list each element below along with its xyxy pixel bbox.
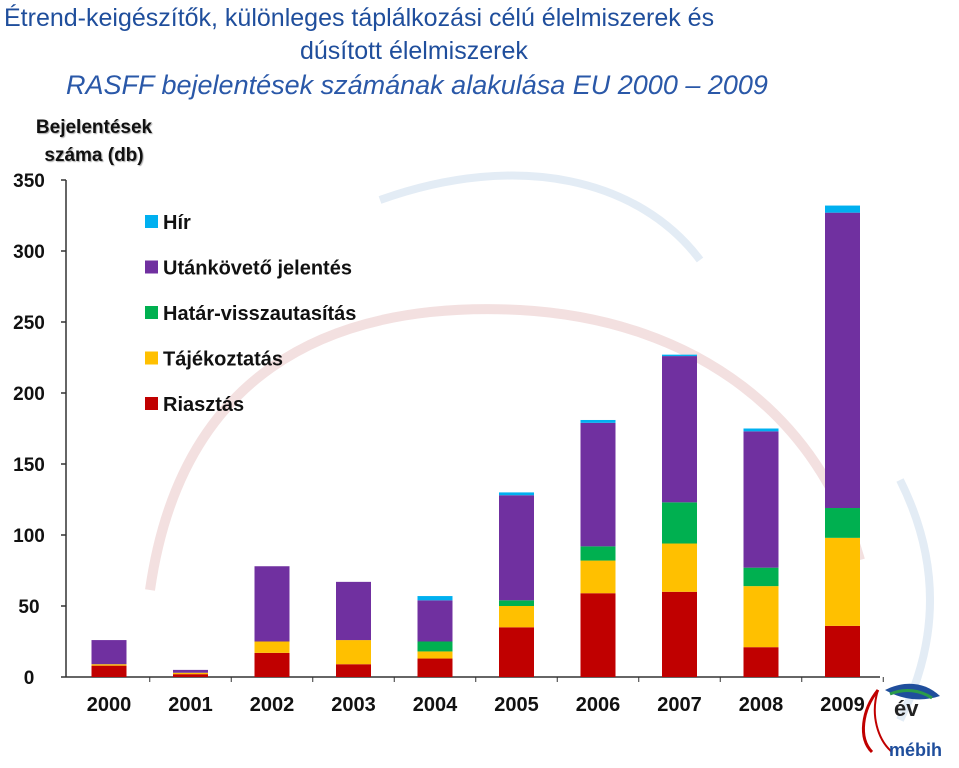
- bar-segment-ut-nk-vet-jelent-s-2005: [499, 495, 534, 601]
- bar-segment-riaszt-s-2000: [91, 665, 127, 677]
- bar-segment-hat-r-visszautas-t-s-2004: [417, 641, 453, 652]
- bar-segment-hat-r-visszautas-t-s-2009: [825, 508, 860, 538]
- logo-mebih-text: mébih: [889, 740, 943, 760]
- bar-segment-h-r-2009: [825, 205, 860, 213]
- bar-segment-ut-nk-vet-jelent-s-2002: [254, 566, 290, 642]
- bar-segment-hat-r-visszautas-t-s-2005: [499, 600, 534, 606]
- x-tick-label-2008: 2008: [739, 694, 784, 716]
- y-tick-label: 200: [13, 384, 45, 405]
- bar-segment-ut-nk-vet-jelent-s-2000: [91, 640, 127, 665]
- bar-segment-h-r-2004: [417, 596, 453, 601]
- bar-segment-ut-nk-vet-jelent-s-2009: [825, 212, 860, 509]
- bar-segment-riaszt-s-2008: [743, 647, 779, 677]
- x-tick-label-2003: 2003: [331, 694, 376, 716]
- y-tick-label: 350: [13, 171, 45, 192]
- chart-legend: Hír Utánkövető jelentés Határ-visszautasít…: [145, 212, 356, 416]
- legend-label: Utánkövető jelentés: [163, 258, 352, 280]
- y-tick-label: 150: [13, 455, 45, 476]
- bar-segment-riaszt-s-2005: [499, 627, 534, 677]
- y-tick-label: 50: [18, 597, 39, 618]
- legend-swatch-riaszt-s: [145, 397, 158, 410]
- x-tick-label-2009: 2009: [820, 694, 865, 716]
- legend-swatch-h-r: [145, 215, 158, 228]
- bar-segment-ut-nk-vet-jelent-s-2003: [336, 581, 371, 641]
- legend-label: Hír: [163, 212, 191, 234]
- bar-segment-t-j-koztat-s-2001: [173, 672, 208, 675]
- y-tick-label: 300: [13, 242, 45, 263]
- bar-segment-ut-nk-vet-jelent-s-2004: [417, 600, 453, 642]
- bar-segment-t-j-koztat-s-2008: [743, 586, 779, 648]
- bar-segment-t-j-koztat-s-2004: [417, 651, 453, 659]
- chart-title-line2: dúsított élelmiszerek: [300, 37, 528, 65]
- bar-segment-hat-r-visszautas-t-s-2008: [743, 567, 779, 587]
- bar-segment-t-j-koztat-s-2006: [580, 560, 616, 594]
- x-tick-label-2004: 2004: [413, 694, 458, 716]
- bar-segment-t-j-koztat-s-2005: [499, 606, 534, 628]
- x-tick-label-2000: 2000: [87, 694, 132, 716]
- bar-segment-riaszt-s-2009: [825, 625, 860, 677]
- bar-segment-hat-r-visszautas-t-s-2006: [580, 546, 616, 561]
- legend-label: Határ-visszautasítás: [163, 303, 356, 325]
- bar-segment-ut-nk-vet-jelent-s-2008: [743, 431, 779, 568]
- x-tick-label-2001: 2001: [168, 694, 213, 716]
- chart-title-line1: Étrend-keigészítők, különleges táplálkoz…: [4, 4, 715, 32]
- y-tick-label: 250: [13, 313, 45, 334]
- y-tick-label: 100: [13, 526, 45, 547]
- bar-segment-h-r-2006: [580, 419, 616, 423]
- x-tick-label-2007: 2007: [657, 694, 702, 716]
- legend-swatch-ut-nk-vet-jelent-s: [145, 260, 158, 274]
- bar-segment-t-j-koztat-s-2009: [825, 537, 860, 626]
- bar-segment-t-j-koztat-s-2007: [662, 543, 697, 592]
- legend-swatch-t-j-koztat-s: [145, 351, 158, 365]
- bar-segment-ut-nk-vet-jelent-s-2001: [173, 669, 208, 673]
- bar-segment-ut-nk-vet-jelent-s-2006: [580, 422, 616, 547]
- mebih-logo-graphic: [861, 683, 940, 754]
- bar-segment-t-j-koztat-s-2003: [336, 640, 371, 665]
- bar-segment-riaszt-s-2001: [173, 674, 208, 677]
- bar-segment-hat-r-visszautas-t-s-2007: [662, 502, 697, 544]
- x-tick-label-2002: 2002: [250, 694, 295, 716]
- legend-label: Tájékoztatás: [163, 349, 283, 371]
- x-tick-label-2005: 2005: [494, 694, 539, 716]
- y-axis-label: Bejelentések száma (db): [35, 117, 153, 166]
- bar-segment-riaszt-s-2004: [417, 658, 453, 677]
- legend-swatch-hat-r-visszautas-t-s: [145, 306, 158, 319]
- x-tick-label-2006: 2006: [576, 694, 621, 716]
- legend-label: Riasztás: [163, 394, 244, 416]
- bar-segment-t-j-koztat-s-2000: [91, 664, 127, 666]
- bar-segment-t-j-koztat-s-2002: [254, 641, 290, 653]
- logo-ev-text: év: [894, 696, 919, 721]
- bar-segment-h-r-2008: [743, 428, 779, 432]
- bar-segment-ut-nk-vet-jelent-s-2007: [662, 356, 697, 503]
- bar-segment-riaszt-s-2002: [254, 652, 290, 677]
- bar-segment-riaszt-s-2003: [336, 664, 371, 677]
- bar-segment-riaszt-s-2007: [662, 591, 697, 677]
- y-tick-label: 0: [24, 668, 35, 689]
- bar-segment-h-r-2007: [662, 354, 697, 357]
- chart-subtitle: RASFF bejelentések számának alakulása EU…: [66, 70, 768, 100]
- bar-segment-h-r-2005: [499, 492, 534, 496]
- chart-title: Étrend-keigészítők, különleges táplálkoz…: [0, 2, 959, 68]
- bar-segment-riaszt-s-2006: [580, 593, 616, 677]
